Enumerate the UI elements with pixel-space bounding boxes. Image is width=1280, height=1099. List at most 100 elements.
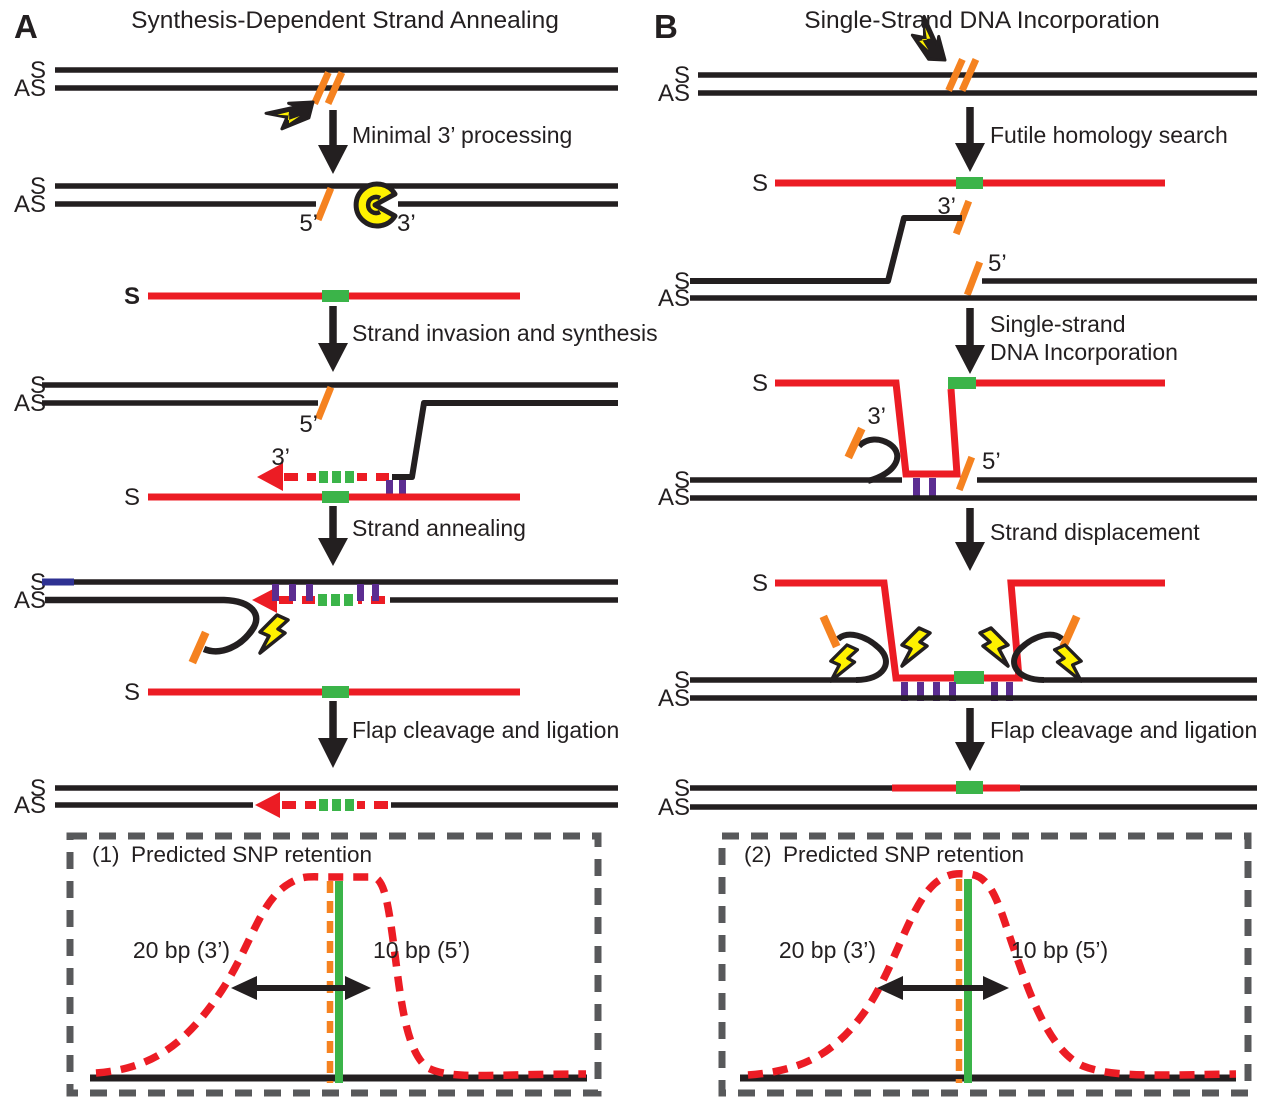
- five-prime-label: 5’: [299, 210, 318, 237]
- b-row-broken-duplex: 3’ 5’ S AS: [658, 193, 1257, 312]
- a-row-donor-released: S: [124, 679, 520, 706]
- pacman-inner-curl: [365, 194, 382, 216]
- basepair-tick: [913, 478, 920, 500]
- panel-b: B Single-Strand DNA Incorporation S AS F…: [654, 7, 1257, 1097]
- panel-b-letter: B: [654, 8, 678, 45]
- dashed-box-border: [718, 832, 1252, 1097]
- a-row-resected-duplex: S AS 5’ 3’: [14, 173, 618, 237]
- snp-green-dash: [332, 799, 341, 811]
- span-arrow-right-head: [983, 976, 1009, 1000]
- b-row-displacement-intermediate: S S AS: [658, 570, 1257, 712]
- basepair-tick: [289, 584, 296, 601]
- donor-strand-label: S: [124, 283, 140, 310]
- modified-end-slash-icon: [314, 385, 335, 421]
- basepair-tick: [357, 584, 364, 601]
- synthesis-direction-arrowhead: [252, 587, 277, 613]
- step-label-flap-cleavage: Flap cleavage and ligation: [352, 717, 619, 743]
- retention-curve: [747, 869, 1237, 1079]
- b-step-arrow-3: Strand displacement: [955, 508, 1200, 571]
- snp-green-dash: [331, 594, 340, 606]
- sense-strand-label: S: [674, 268, 690, 295]
- retention-curve: [95, 873, 587, 1080]
- donor-strand-label: S: [752, 370, 768, 397]
- down-arrow-head: [955, 742, 985, 771]
- basepair-tick: [901, 682, 908, 701]
- synthesis-direction-arrowhead: [255, 792, 280, 818]
- snp-green-box: [956, 177, 983, 189]
- synthesis-direction-arrowhead: [257, 463, 283, 491]
- lightning-bolt-icon: [978, 626, 1010, 668]
- box-number: (2): [744, 842, 772, 867]
- span-arrow-left-head: [877, 976, 903, 1000]
- lightning-bolt-icon: [829, 643, 860, 683]
- box-title: Predicted SNP retention: [131, 842, 372, 867]
- lightning-bolt-icon: [258, 613, 290, 655]
- basepair-tick: [372, 584, 379, 601]
- antisense-strand-label: AS: [658, 794, 690, 821]
- break-slash-icon: [958, 58, 980, 92]
- antisense-strand-label: AS: [14, 792, 46, 819]
- down-arrow-head: [318, 343, 348, 372]
- b-step-arrow-4: Flap cleavage and ligation: [955, 708, 1257, 771]
- basepair-tick: [949, 682, 956, 701]
- step-label-strand-displacement: Strand displacement: [990, 519, 1200, 545]
- step-label-strand-annealing: Strand annealing: [352, 515, 526, 541]
- snp-green-dash: [318, 594, 327, 606]
- box-title: Predicted SNP retention: [783, 842, 1024, 867]
- a-row-strand-invasion: S AS 5’ 3’ S: [14, 372, 618, 511]
- snp-green-box: [322, 491, 349, 503]
- a-step-arrow-2: Strand invasion and synthesis: [318, 306, 658, 372]
- b-row-final-product: S AS: [658, 775, 1257, 821]
- donor-dip-path: [775, 379, 961, 478]
- modified-end-slash-icon: [963, 260, 984, 297]
- down-arrow-head: [955, 542, 985, 571]
- sense-strand-label: S: [30, 173, 46, 200]
- five-prime-label: 5’: [982, 448, 1001, 475]
- a-snp-retention-box: (1) Predicted SNP retention 20 bp (3’) 1…: [66, 832, 602, 1097]
- invading-strand-path: [392, 400, 618, 480]
- modified-end-slash-icon: [952, 199, 973, 236]
- down-arrow-head: [955, 345, 985, 374]
- three-prime-label: 3’: [397, 210, 416, 237]
- sense-strand-label: S: [30, 775, 46, 802]
- sense-strand-label: S: [674, 775, 690, 802]
- lightning-bolt-icon: [900, 626, 932, 668]
- b-row-dsb-duplex: S AS: [658, 14, 1257, 107]
- b-step-arrow-2: Single-strand DNA Incorporation: [955, 308, 1178, 374]
- exonuclease-pacman-icon: [353, 181, 398, 229]
- antisense-strand-label: AS: [14, 75, 46, 102]
- step-label-ssdna-incorporation-line2: DNA Incorporation: [990, 339, 1178, 365]
- basepair-tick: [1006, 682, 1013, 701]
- sense-strand-label: S: [30, 569, 46, 596]
- donor-strand-label: S: [752, 570, 768, 597]
- snp-green-dash: [344, 594, 353, 606]
- snp-green-box: [322, 290, 349, 302]
- blocked-end-cap-icon: [844, 426, 866, 460]
- right-span-label: 10 bp (5’): [373, 937, 470, 963]
- step-label-flap-cleavage: Flap cleavage and ligation: [990, 717, 1257, 743]
- three-prime-label: 3’: [271, 444, 290, 471]
- snp-green-dash: [332, 471, 341, 483]
- b-row-incorporation-intermediate: S 3’ 5’ S AS: [658, 370, 1257, 511]
- span-arrow-right-head: [345, 976, 371, 1000]
- break-slash-icon: [311, 71, 332, 105]
- down-arrow-head: [955, 143, 985, 172]
- snp-green-box: [956, 781, 983, 794]
- basepair-tick: [929, 478, 936, 500]
- snp-green-dash: [345, 471, 354, 483]
- antisense-strand-label: AS: [14, 390, 46, 417]
- sense-strand-label: S: [674, 667, 690, 694]
- antisense-strand-label: AS: [658, 685, 690, 712]
- blocked-end-cap-icon: [1059, 614, 1081, 649]
- a-row-final-product: S AS: [14, 775, 618, 819]
- donor-strand-label: S: [752, 170, 768, 197]
- donor-strand-label: S: [124, 679, 140, 706]
- sense-strand-label: S: [30, 372, 46, 399]
- left-span-label: 20 bp (3’): [779, 937, 876, 963]
- a-step-arrow-4: Flap cleavage and ligation: [318, 701, 619, 768]
- five-prime-label: 5’: [988, 250, 1007, 277]
- break-slash-icon: [945, 58, 966, 92]
- basepair-tick: [306, 584, 313, 601]
